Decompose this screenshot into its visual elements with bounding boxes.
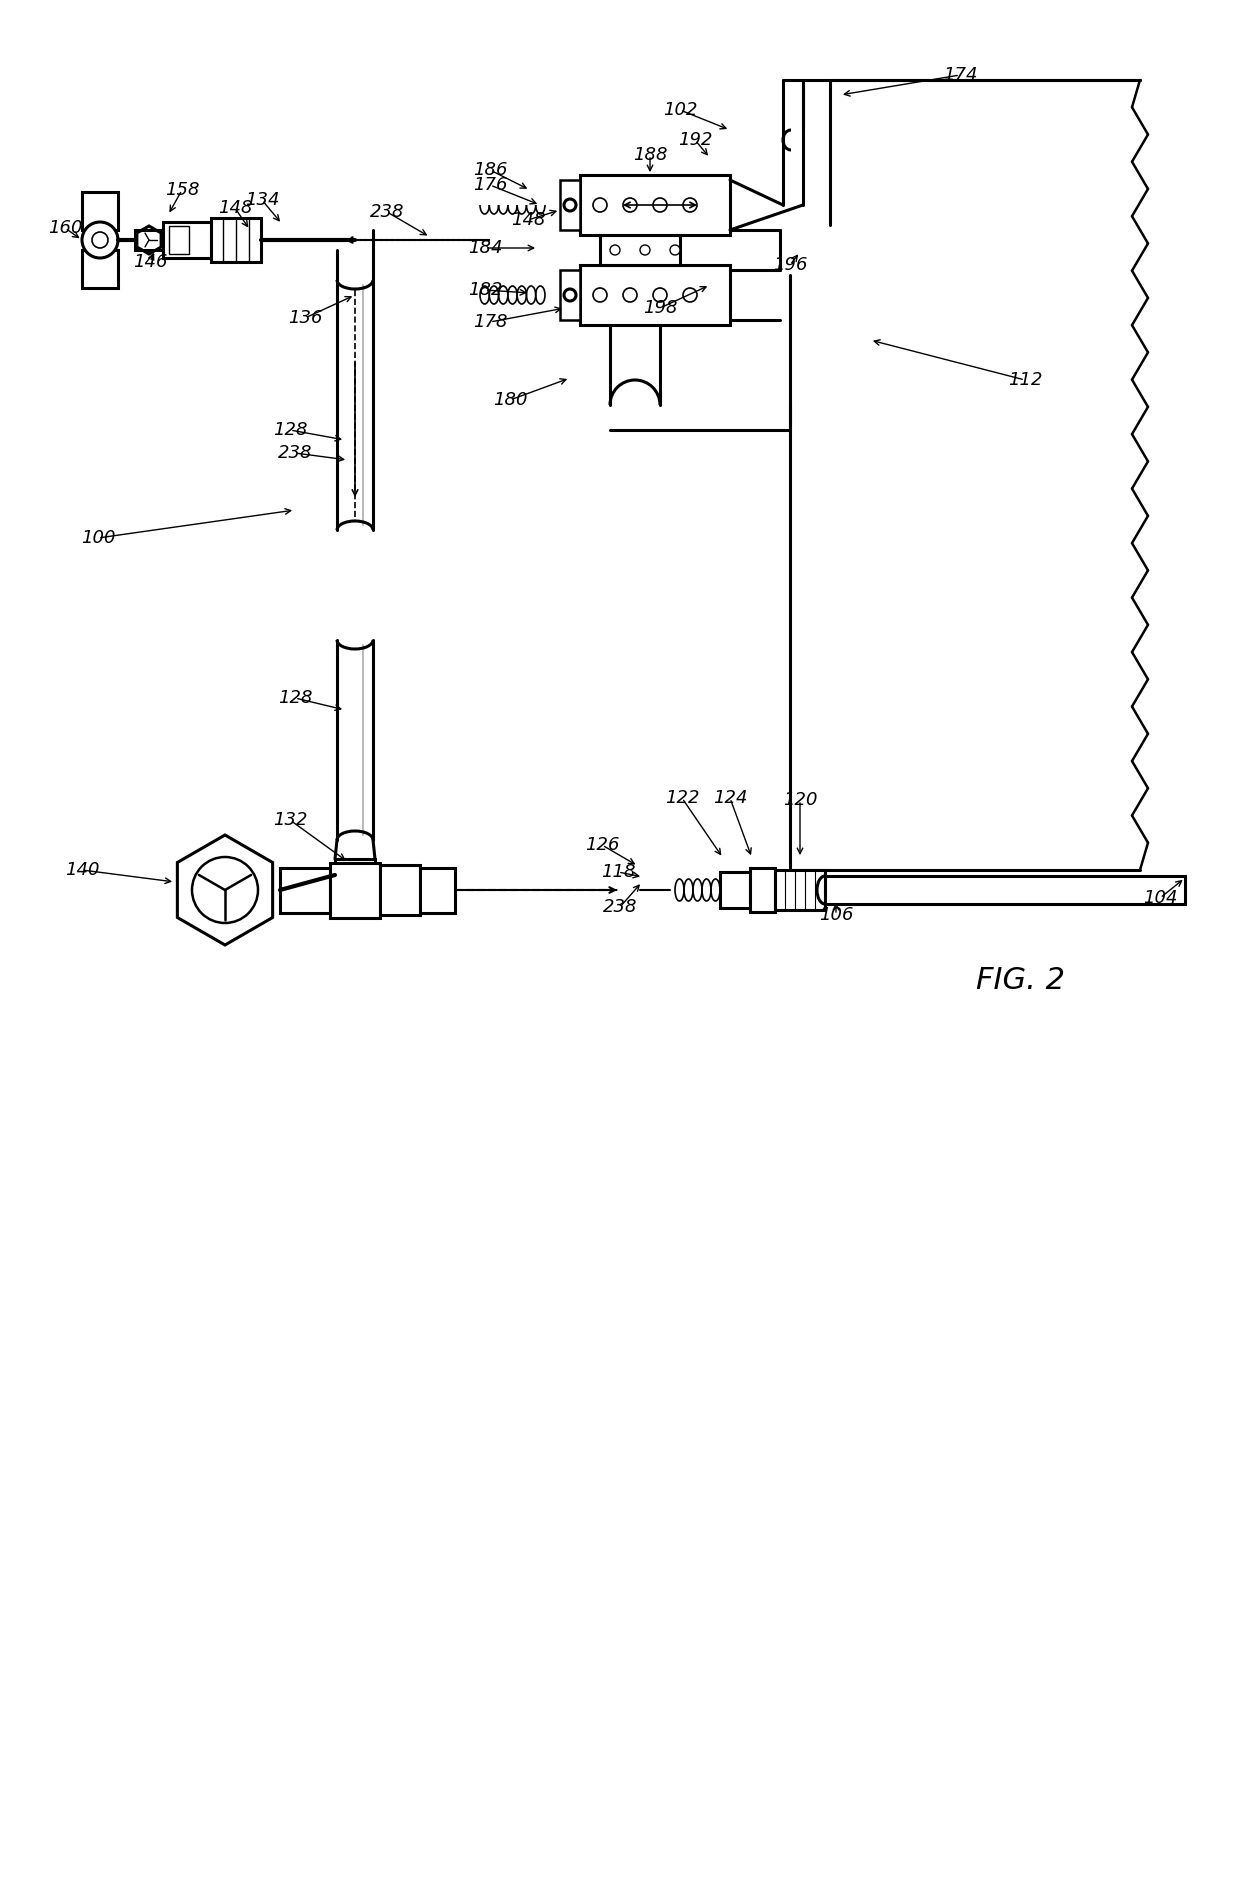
- Circle shape: [92, 231, 108, 248]
- Circle shape: [683, 288, 697, 301]
- Text: 182: 182: [467, 280, 502, 299]
- Text: 128: 128: [278, 689, 312, 708]
- Text: 100: 100: [81, 529, 115, 548]
- Circle shape: [564, 290, 577, 301]
- Text: 136: 136: [288, 309, 322, 327]
- Bar: [720, 871, 750, 907]
- Text: 118: 118: [600, 864, 635, 881]
- Text: 148: 148: [218, 199, 252, 216]
- Text: 146: 146: [133, 252, 167, 271]
- Text: 128: 128: [273, 422, 308, 439]
- Bar: [280, 868, 330, 913]
- Text: 158: 158: [165, 181, 200, 199]
- Text: 238: 238: [370, 203, 404, 220]
- Circle shape: [640, 245, 650, 254]
- Text: 188: 188: [632, 147, 667, 164]
- Text: 124: 124: [713, 789, 748, 807]
- Text: 176: 176: [472, 177, 507, 194]
- Text: 192: 192: [678, 132, 712, 149]
- Circle shape: [610, 245, 620, 254]
- Text: 196: 196: [773, 256, 807, 275]
- Circle shape: [653, 198, 667, 213]
- Circle shape: [622, 198, 637, 213]
- Bar: [825, 875, 1185, 903]
- Text: 106: 106: [818, 905, 853, 924]
- Bar: [379, 866, 420, 915]
- Circle shape: [670, 245, 680, 254]
- Circle shape: [593, 198, 608, 213]
- Text: 186: 186: [472, 162, 507, 179]
- Text: 126: 126: [585, 836, 619, 854]
- Bar: [750, 868, 775, 913]
- Bar: [82, 250, 118, 288]
- Bar: [330, 864, 379, 918]
- Text: 174: 174: [942, 66, 977, 85]
- Text: 238: 238: [278, 444, 312, 461]
- Bar: [580, 265, 730, 326]
- Text: 140: 140: [64, 860, 99, 879]
- Bar: [135, 230, 162, 250]
- Text: 132: 132: [273, 811, 308, 828]
- Text: 160: 160: [48, 218, 82, 237]
- Text: 198: 198: [642, 299, 677, 316]
- Text: 122: 122: [665, 789, 699, 807]
- Text: 148: 148: [511, 211, 546, 230]
- Bar: [420, 868, 455, 913]
- Text: 102: 102: [662, 102, 697, 119]
- Circle shape: [653, 288, 667, 301]
- Text: 238: 238: [603, 898, 637, 917]
- Bar: [560, 181, 580, 230]
- Bar: [600, 235, 680, 265]
- Bar: [169, 226, 188, 254]
- Bar: [211, 218, 260, 262]
- Bar: [580, 175, 730, 235]
- Circle shape: [564, 199, 577, 211]
- Text: 178: 178: [472, 312, 507, 331]
- Circle shape: [683, 198, 697, 213]
- Bar: [162, 222, 211, 258]
- Bar: [82, 192, 118, 230]
- Text: 104: 104: [1143, 888, 1177, 907]
- Bar: [560, 269, 580, 320]
- Text: 180: 180: [492, 391, 527, 408]
- Circle shape: [82, 222, 118, 258]
- Text: 120: 120: [782, 790, 817, 809]
- Bar: [775, 869, 825, 911]
- Circle shape: [593, 288, 608, 301]
- Text: 112: 112: [1008, 371, 1043, 390]
- Bar: [335, 858, 374, 890]
- Text: 184: 184: [467, 239, 502, 258]
- Text: 134: 134: [244, 190, 279, 209]
- Circle shape: [622, 288, 637, 301]
- Text: FIG. 2: FIG. 2: [976, 965, 1064, 994]
